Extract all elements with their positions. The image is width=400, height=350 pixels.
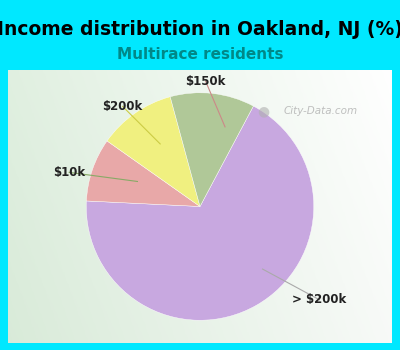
Text: > $200k: > $200k [292,293,346,306]
Text: Multirace residents: Multirace residents [117,47,283,62]
Text: Income distribution in Oakland, NJ (%): Income distribution in Oakland, NJ (%) [0,20,400,39]
Wedge shape [170,93,254,206]
Wedge shape [107,97,200,206]
Text: $10k: $10k [53,166,85,179]
Wedge shape [86,141,200,206]
Wedge shape [86,106,314,320]
Text: $150k: $150k [186,75,226,88]
Text: ●: ● [258,104,270,118]
Text: City-Data.com: City-Data.com [284,106,358,116]
Text: $200k: $200k [102,100,143,113]
